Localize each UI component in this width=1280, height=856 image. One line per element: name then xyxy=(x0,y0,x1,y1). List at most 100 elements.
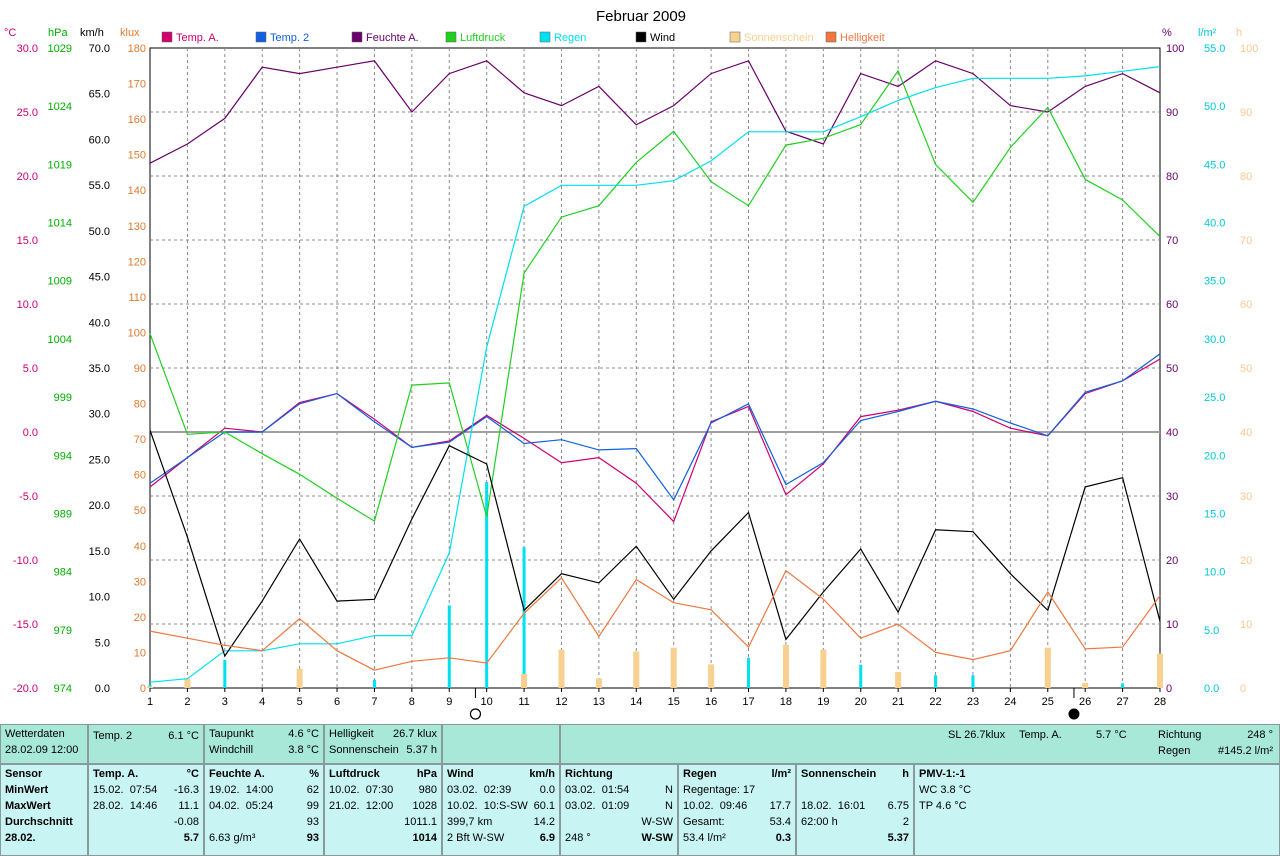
rain-tick-label: 0.0 xyxy=(1204,683,1219,695)
light-tick-label: 80 xyxy=(134,399,146,411)
rain-day-bar xyxy=(971,675,975,688)
rain-day-bar xyxy=(447,605,451,688)
feuchte-min-value: 62 xyxy=(306,784,319,796)
light-tick-label: 120 xyxy=(128,256,146,268)
feuchte-unit: % xyxy=(309,768,319,780)
taupunkt-label: Taupunkt xyxy=(209,728,254,740)
rain-day-bar xyxy=(223,660,227,688)
tempa-avg: -0.08 xyxy=(173,816,199,828)
rain-tick-label: 40.0 xyxy=(1204,218,1225,230)
wind-max-value: 60.1 xyxy=(533,800,555,812)
wetterdaten-label: Wetterdaten xyxy=(5,728,65,740)
temp-tick-label: 25.0 xyxy=(17,107,38,119)
richtung-max-time: 01:09 xyxy=(601,800,630,812)
wind-tick-label: 60.0 xyxy=(89,134,110,146)
legend-label: Sonnenschein xyxy=(744,32,814,44)
legend-swatch xyxy=(445,31,457,43)
x-tick-label: 7 xyxy=(371,696,377,708)
feuchte-min-time: 14:00 xyxy=(245,784,274,796)
x-tick-label: 18 xyxy=(780,696,792,708)
sunshine-bar xyxy=(595,678,602,688)
x-tick-label: 19 xyxy=(817,696,829,708)
wetterdaten-cell: Wetterdaten 28.02.09 12:00 xyxy=(0,724,88,764)
sun-tick-label: 10 xyxy=(1240,619,1252,631)
luftdruck-min-time: 07:30 xyxy=(365,784,394,796)
sensor-title: Sensor xyxy=(5,768,43,780)
luftdruck-min-date: 10.02. xyxy=(329,784,360,796)
sun-tick-label: 0 xyxy=(1240,683,1246,695)
rain-tick-label: 10.0 xyxy=(1204,567,1225,579)
humidity-tick-label: 60 xyxy=(1166,299,1178,311)
legend-swatch xyxy=(539,31,551,43)
temp-unit-label: °C xyxy=(4,27,16,39)
sensor-cell: Sensor MinWert MaxWert Durchschnitt 28.0… xyxy=(0,764,88,856)
wind-tick-label: 65.0 xyxy=(89,89,110,101)
tempa-title: Temp. A. xyxy=(93,768,139,780)
sunshine-bar xyxy=(782,644,789,688)
pressure-tick-label: 1024 xyxy=(48,101,72,113)
helligkeit-value: 26.7 klux xyxy=(392,728,437,740)
wind-min-time: 02:39 xyxy=(483,784,512,796)
sunshine-bar xyxy=(296,668,303,688)
light-tick-label: 180 xyxy=(128,43,146,55)
series-line xyxy=(149,358,1161,523)
luftdruck-max-date: 21.02. xyxy=(329,800,360,812)
pmv-cell: PMV-1:-1 WC 3.8 °C TP 4.6 °C xyxy=(914,764,1280,856)
tempa-current: 5.7 xyxy=(183,832,199,844)
sun-tick-label: 40 xyxy=(1240,427,1252,439)
pmv-tp: TP 4.6 °C xyxy=(919,800,967,812)
richtung-min-date: 03.02. xyxy=(565,784,596,796)
wind-tick-label: 45.0 xyxy=(89,272,110,284)
temp-tick-label: -20.0 xyxy=(13,683,38,695)
legend-swatch xyxy=(635,31,647,43)
x-tick-label: 3 xyxy=(222,696,228,708)
x-tick-label: 13 xyxy=(593,696,605,708)
rain-tick-label: 25.0 xyxy=(1204,392,1225,404)
x-tick-label: 16 xyxy=(705,696,717,708)
sonne-title: Sonnenschein xyxy=(801,768,877,780)
taupunkt-cell: Taupunkt 4.6 °C Windchill 3.8 °C xyxy=(204,724,324,764)
x-tick-label: 1 xyxy=(147,696,153,708)
regen-current: 0.3 xyxy=(775,832,791,844)
sun-tick-label: 90 xyxy=(1240,107,1252,119)
wind-avg: 14.2 xyxy=(533,816,555,828)
wind-tick-label: 20.0 xyxy=(89,500,110,512)
legend-label: Temp. 2 xyxy=(270,32,309,44)
sonne-max-date: 18.02. xyxy=(801,800,832,812)
regen-gesamt: 53.4 xyxy=(769,816,791,828)
light-tick-label: 70 xyxy=(134,434,146,446)
richtung-min-time: 01:54 xyxy=(601,784,630,796)
wind-max-date: 10.02. xyxy=(447,800,478,812)
light-tick-label: 100 xyxy=(128,327,146,339)
pmv-title: PMV-1:-1 xyxy=(919,768,966,780)
wind-unit-label: km/h xyxy=(80,27,104,39)
sonne-current: 5.37 xyxy=(887,832,909,844)
regen-current-value: #145.2 l/m² xyxy=(1217,745,1273,757)
regen-max-value: 17.7 xyxy=(769,800,791,812)
regen-max-date: 10.02. xyxy=(683,800,714,812)
temp-tick-label: 0.0 xyxy=(23,427,38,439)
tempa-unit: °C xyxy=(186,768,199,780)
x-tick-label: 11 xyxy=(518,696,529,708)
sunshine-bar xyxy=(558,649,565,688)
x-tick-label: 14 xyxy=(630,696,642,708)
sonne-max-time: 16:01 xyxy=(837,800,866,812)
pressure-tick-label: 984 xyxy=(54,567,72,579)
light-tick-label: 150 xyxy=(128,150,146,162)
sunshine-bar xyxy=(1044,647,1051,688)
light-tick-label: 160 xyxy=(128,114,146,126)
rain-day-bar xyxy=(747,657,751,688)
x-tick-label: 17 xyxy=(742,696,754,708)
feuchte-min-date: 19.02. xyxy=(209,784,240,796)
temp2-value: 6.1 °C xyxy=(168,730,199,742)
pressure-tick-label: 979 xyxy=(54,625,72,637)
light-tick-label: 60 xyxy=(134,470,146,482)
x-tick-label: 26 xyxy=(1079,696,1091,708)
luftdruck-current: 1014 xyxy=(412,832,437,844)
humidity-tick-label: 80 xyxy=(1166,171,1178,183)
pressure-tick-label: 974 xyxy=(54,683,72,695)
x-tick-label: 10 xyxy=(481,696,493,708)
sonne-avg: 2 xyxy=(902,816,909,828)
richtung-max-value: N xyxy=(665,800,673,812)
luftdruck-cell: Luftdruck hPa 10.02. 07:30 980 21.02. 12:0… xyxy=(324,764,442,856)
